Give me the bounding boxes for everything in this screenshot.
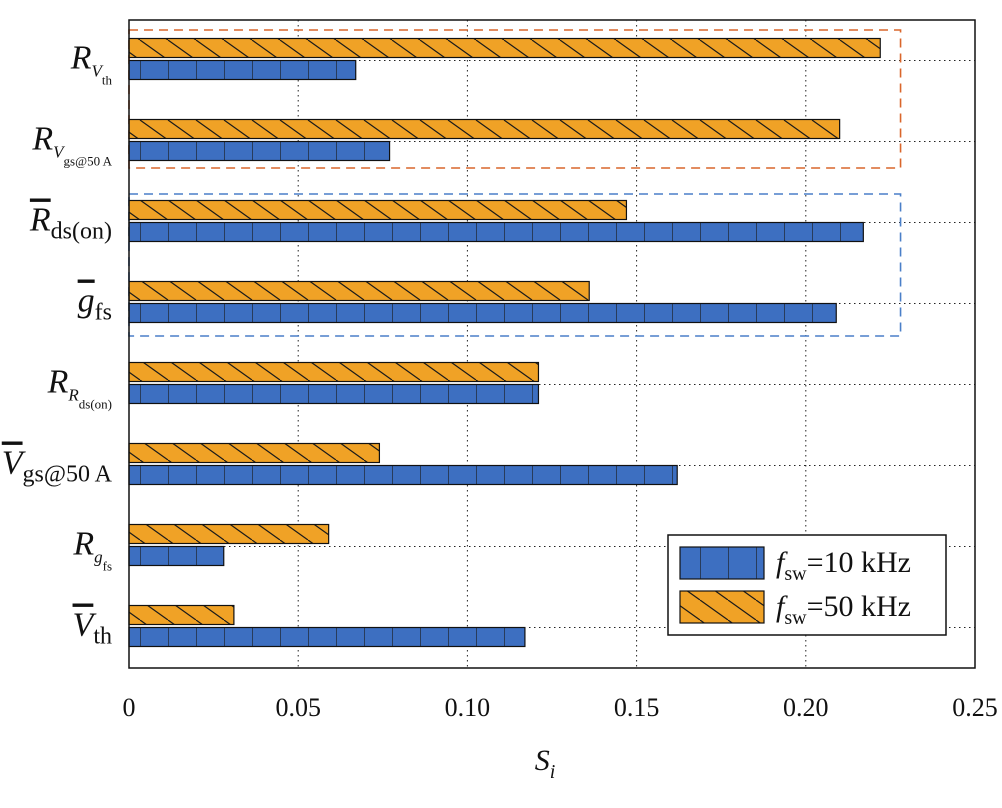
y-category-label: RRds(on) <box>47 364 112 412</box>
legend-swatch-50khz <box>679 590 765 624</box>
y-category-label: Vgs@50 A <box>2 445 113 488</box>
x-tick-label: 0.05 <box>275 693 321 722</box>
bar-50khz-3 <box>128 280 590 302</box>
bar-50khz-2 <box>128 199 628 221</box>
bar-10khz-7 <box>128 626 526 648</box>
bar-50khz-4 <box>128 361 540 383</box>
bar-10khz-0 <box>128 59 357 81</box>
y-category-labels: RVth RVgs@50 A Rds(on) gfs RRds(on) Vgs@50 A R… <box>2 40 113 650</box>
x-tick-label: 0.10 <box>445 693 491 722</box>
y-category-label: Rds(on) <box>29 202 112 245</box>
legend-label-50khz: fsw=50 kHz <box>776 590 911 629</box>
legend-swatch-10khz <box>679 546 765 580</box>
x-tick-labels: 0 0.05 0.10 0.15 0.20 0.25 <box>123 693 998 722</box>
x-tick-label: 0.20 <box>783 693 829 722</box>
legend-label-10khz: fsw=10 kHz <box>776 546 911 585</box>
bar-10khz-5 <box>128 464 678 486</box>
y-category-label: RVth <box>70 40 113 88</box>
y-category-label: Vth <box>73 607 112 650</box>
x-axis-title-text: Si <box>535 744 556 783</box>
y-category-label: gfs <box>78 283 112 326</box>
plot-frame <box>128 19 976 669</box>
x-axis-title: Si <box>535 744 556 783</box>
x-tick-label: 0.25 <box>952 693 998 722</box>
bar-50khz-6 <box>128 523 330 545</box>
legend: fsw=10 kHz fsw=50 kHz <box>667 534 947 636</box>
highlight-box-orange <box>128 29 902 169</box>
bar-10khz-1 <box>128 140 391 162</box>
bar-10khz-2 <box>128 221 864 243</box>
y-category-label: Rgfs <box>72 526 112 574</box>
bar-50khz-1 <box>128 118 841 140</box>
bar-10khz-3 <box>128 302 837 324</box>
x-tick-label: 0 <box>123 693 136 722</box>
x-tick-label: 0.15 <box>614 693 660 722</box>
y-category-label: RVgs@50 A <box>31 121 112 169</box>
bar-50khz-5 <box>128 442 381 464</box>
bar-10khz-6 <box>128 545 225 567</box>
bar-10khz-4 <box>128 383 540 405</box>
bars <box>128 37 881 648</box>
bar-50khz-7 <box>128 604 235 626</box>
bar-50khz-0 <box>128 37 881 59</box>
